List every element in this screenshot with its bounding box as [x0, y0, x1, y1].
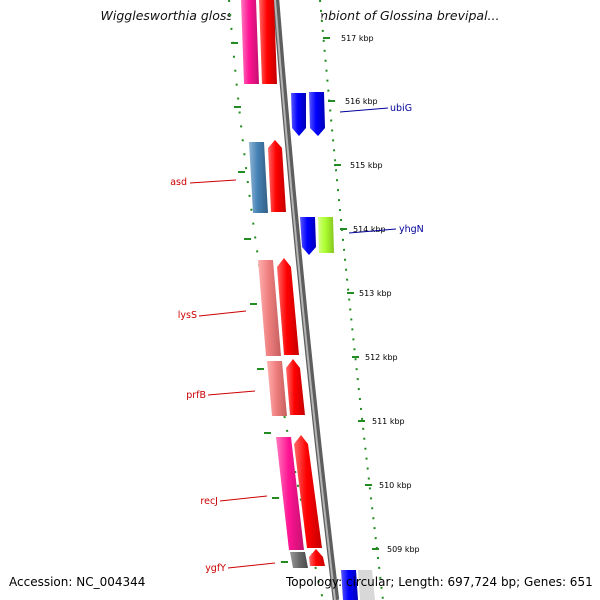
genome-summary: Topology: circular; Length: 697,724 bp; …: [286, 575, 593, 589]
cds-reverse-gene[interactable]: [294, 435, 322, 548]
cds-forward-track: [291, 92, 375, 600]
cog-gene-blue[interactable]: [300, 217, 316, 255]
ruler-label-515: 515 kbp: [350, 161, 383, 170]
ruler-ring-inner: [228, 0, 324, 600]
cog-gene-magenta[interactable]: [241, 0, 259, 84]
backbone-highlight: [274, 0, 336, 600]
gene-label-prfB[interactable]: prfB: [186, 390, 256, 401]
gene-label-ubiG[interactable]: ubiG: [339, 103, 412, 114]
gene-label-text: yhgN: [399, 224, 424, 235]
ruler-label-514: 514 kbp: [353, 225, 386, 234]
ruler-ring-outer: [319, 0, 384, 600]
cog-gene-salmon[interactable]: [258, 260, 281, 356]
cog-gene-magenta[interactable]: [276, 437, 304, 550]
cds-reverse-gene[interactable]: [268, 140, 286, 212]
gene-label-yhgN[interactable]: yhgN: [348, 224, 424, 235]
gene-label-text: ygfY: [205, 563, 226, 574]
cds-reverse-gene[interactable]: [277, 258, 299, 355]
outer-tick-marks: [323, 37, 379, 550]
cog-gene-grey[interactable]: [358, 570, 375, 600]
gene-label-lysS[interactable]: lysS: [178, 310, 247, 321]
inner-tick-marks: [231, 42, 288, 563]
ruler-label-513: 513 kbp: [359, 289, 392, 298]
gene-label-text: prfB: [186, 390, 206, 401]
gene-label-text: ubiG: [390, 103, 412, 114]
ruler-label-512: 512 kbp: [365, 353, 398, 362]
gene-label-text: recJ: [200, 496, 218, 507]
ruler-label-516: 516 kbp: [345, 97, 378, 106]
cds-reverse-track: [259, 0, 325, 566]
ruler-label-509: 509 kbp: [387, 545, 420, 554]
ruler-label-517: 517 kbp: [341, 34, 374, 43]
cds-reverse-gene[interactable]: [286, 359, 305, 415]
ruler-label-511: 511 kbp: [372, 417, 405, 426]
accession-label: Accession: NC_004344: [9, 575, 146, 589]
cds-reverse-gene[interactable]: [259, 0, 277, 84]
cog-gene-lime[interactable]: [318, 217, 334, 253]
cog-gene-blue[interactable]: [291, 93, 306, 136]
cds-reverse-gene[interactable]: [309, 549, 325, 566]
cds-forward-gene[interactable]: [309, 92, 325, 136]
ruler-label-510: 510 kbp: [379, 481, 412, 490]
cog-gene-grey[interactable]: [290, 552, 308, 568]
gene-label-recJ[interactable]: recJ: [200, 495, 268, 507]
cog-gene-steelblue[interactable]: [249, 142, 268, 213]
gene-label-ygfY[interactable]: ygfY: [205, 562, 276, 574]
cog-gene-salmon[interactable]: [267, 361, 287, 416]
cog-reverse-track: [241, 0, 308, 568]
gene-label-text: asd: [170, 177, 187, 188]
cds-forward-gene[interactable]: [341, 570, 358, 600]
gene-label-asd[interactable]: asd: [170, 177, 237, 188]
gene-label-text: lysS: [178, 310, 197, 321]
